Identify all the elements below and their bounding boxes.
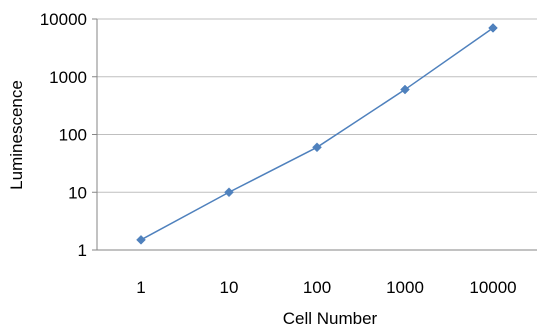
data-point <box>224 187 234 198</box>
y-tick-label: 1000 <box>49 68 87 87</box>
gridlines <box>97 18 537 193</box>
x-tick-label: 10000 <box>469 278 516 297</box>
x-tick-label: 100 <box>303 278 331 297</box>
series-line <box>140 27 494 241</box>
series <box>136 23 498 245</box>
y-tick-label: 1 <box>78 241 87 260</box>
x-tick-label: 1 <box>136 278 145 297</box>
x-axis-title: Cell Number <box>283 309 378 326</box>
data-point <box>400 84 410 95</box>
axes <box>92 18 537 251</box>
x-tick-labels: 1 10 100 1000 10000 <box>136 278 516 297</box>
data-point <box>312 142 322 153</box>
y-tick-label: 10000 <box>40 10 87 29</box>
x-tick-label: 1000 <box>386 278 424 297</box>
y-axis-title: Luminescence <box>7 80 26 190</box>
y-tick-label: 10 <box>68 183 87 202</box>
data-point <box>136 234 146 245</box>
y-tick-labels: 1 10 100 1000 10000 <box>40 10 87 260</box>
y-tick-label: 100 <box>59 126 87 145</box>
x-tick-label: 10 <box>220 278 239 297</box>
data-point <box>488 23 498 33</box>
